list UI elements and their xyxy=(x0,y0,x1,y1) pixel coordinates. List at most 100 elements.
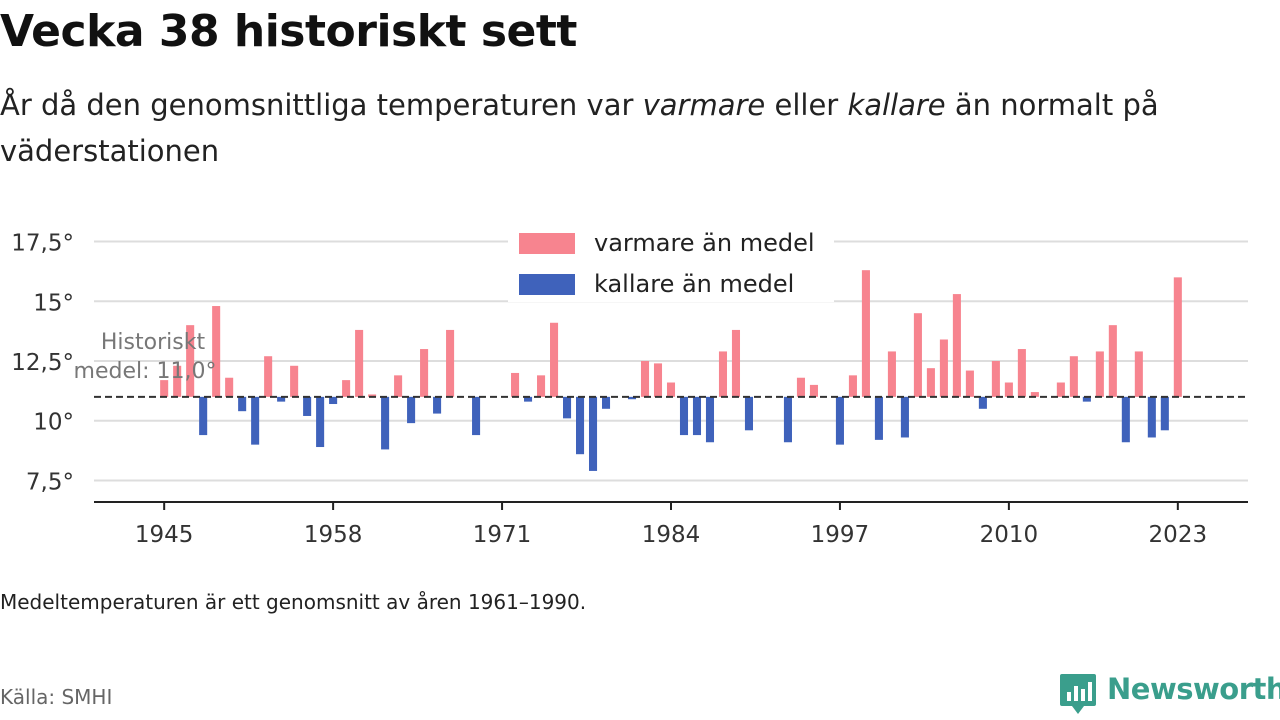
bar-2000 xyxy=(874,396,883,440)
newsworthy-logo[interactable]: Newsworthy xyxy=(1058,670,1280,714)
legend-swatch-warm xyxy=(519,233,575,254)
x-tick-label: 1958 xyxy=(304,522,363,548)
x-tick-label: 1945 xyxy=(135,522,194,548)
bar-1998 xyxy=(848,375,857,397)
bar-2019 xyxy=(1121,396,1130,443)
bar-1999 xyxy=(861,270,870,397)
bar-1954 xyxy=(277,396,286,402)
bar-2004 xyxy=(926,368,935,397)
chart-subtitle: År då den genomsnittliga temperaturen va… xyxy=(0,82,1230,174)
bar-2014 xyxy=(1056,382,1065,397)
bar-1946 xyxy=(173,365,182,397)
bar-1959 xyxy=(342,380,351,397)
y-tick-label: 12,5° xyxy=(11,350,74,376)
footnote: Medeltemperaturen är ett genomsnitt av å… xyxy=(0,590,587,614)
bar-1948 xyxy=(199,396,208,436)
bar-1976 xyxy=(563,396,572,419)
bar-1963 xyxy=(394,375,403,397)
y-axis-labels: 7,5° 10° 12,5° 15° 17,5° xyxy=(11,231,74,496)
logo-text: Newsworthy xyxy=(1107,672,1280,706)
bar-1949 xyxy=(212,306,221,397)
subtitle-part-3: än normalt på väderstationen xyxy=(0,88,1159,168)
bar-1957 xyxy=(316,396,325,448)
bar-2007 xyxy=(965,370,974,397)
legend-label-warm: varmare än medel xyxy=(594,229,815,257)
subtitle-part-2: eller xyxy=(765,88,848,122)
bar-1995 xyxy=(809,384,818,397)
bar-2006 xyxy=(952,294,961,397)
source-credit: Källa: SMHI xyxy=(0,685,113,709)
bar-1990 xyxy=(744,396,754,431)
bar-1969 xyxy=(472,396,481,436)
bar-2002 xyxy=(900,396,909,438)
bar-2012 xyxy=(1030,392,1039,397)
bar-2008 xyxy=(978,396,987,409)
bar-1960 xyxy=(355,329,364,397)
bars xyxy=(160,270,1182,471)
bar-1958 xyxy=(329,396,338,405)
bar-1994 xyxy=(796,377,805,397)
bar-2015 xyxy=(1069,356,1078,397)
bar-1978 xyxy=(588,396,598,471)
bar-2018 xyxy=(1108,325,1117,397)
bar-1989 xyxy=(731,329,741,397)
subtitle-warm-word: varmare xyxy=(642,88,766,122)
legend: varmare än medel kallare än medel xyxy=(508,222,834,302)
bar-2017 xyxy=(1095,351,1104,397)
bar-1975 xyxy=(550,322,559,397)
y-tick-label: 15° xyxy=(33,290,74,316)
bar-1988 xyxy=(718,351,728,397)
bar-1972 xyxy=(511,372,520,397)
bar-1947 xyxy=(186,325,195,397)
x-tick-label: 1984 xyxy=(642,522,701,548)
x-axis-ticks: 1945 1958 1971 1984 1997 2010 2023 xyxy=(135,502,1207,548)
bar-1966 xyxy=(433,396,442,414)
gridlines xyxy=(94,240,1248,482)
bar-1955 xyxy=(290,365,299,397)
bar-2011 xyxy=(1017,349,1026,397)
bar-1945 xyxy=(160,380,169,397)
y-tick-label: 17,5° xyxy=(11,231,74,257)
bar-1974 xyxy=(537,375,546,397)
bar-1962 xyxy=(381,396,390,450)
bar-1982 xyxy=(640,361,650,397)
bar-2005 xyxy=(939,339,948,397)
bar-2001 xyxy=(887,351,896,397)
bar-2023 xyxy=(1173,277,1182,397)
y-tick-label: 10° xyxy=(33,410,74,436)
y-tick-label: 7,5° xyxy=(26,469,74,495)
newsworthy-chart-bubble-icon xyxy=(1060,674,1096,714)
bar-2009 xyxy=(991,361,1000,397)
bar-1964 xyxy=(407,396,416,424)
chart-title: Vecka 38 historiskt sett xyxy=(0,6,577,57)
bar-1979 xyxy=(601,396,611,409)
baseline-label-line-1: Historiskt xyxy=(101,330,206,355)
subtitle-cold-word: kallare xyxy=(847,88,946,122)
baseline-annotation: Historiskt medel: 11,0° xyxy=(74,330,217,384)
bar-2010 xyxy=(1004,382,1013,397)
bar-2003 xyxy=(913,313,922,397)
bar-2020 xyxy=(1134,351,1143,397)
bar-1952 xyxy=(251,396,260,445)
bar-1951 xyxy=(238,396,247,412)
legend-swatch-cold xyxy=(519,274,575,295)
subtitle-part-1: År då den genomsnittliga temperaturen va… xyxy=(0,88,643,122)
bar-1965 xyxy=(420,349,429,397)
bar-2021 xyxy=(1147,396,1156,438)
bar-2022 xyxy=(1160,396,1169,431)
bar-1985 xyxy=(679,396,689,436)
bar-1950 xyxy=(225,377,234,397)
x-tick-label: 1971 xyxy=(473,522,532,548)
bar-chart: 7,5° 10° 12,5° 15° 17,5° Historiskt medel: 1… xyxy=(11,222,1248,548)
bar-1986 xyxy=(692,396,702,436)
bar-2016 xyxy=(1082,396,1091,402)
bar-1983 xyxy=(653,363,663,397)
legend-label-cold: kallare än medel xyxy=(594,270,794,298)
bar-1984 xyxy=(666,382,676,397)
bar-1973 xyxy=(524,396,533,402)
bar-1953 xyxy=(264,356,273,397)
bar-1967 xyxy=(446,329,455,397)
bar-1977 xyxy=(576,396,585,455)
bar-1997 xyxy=(835,396,844,445)
bar-1987 xyxy=(705,396,715,443)
